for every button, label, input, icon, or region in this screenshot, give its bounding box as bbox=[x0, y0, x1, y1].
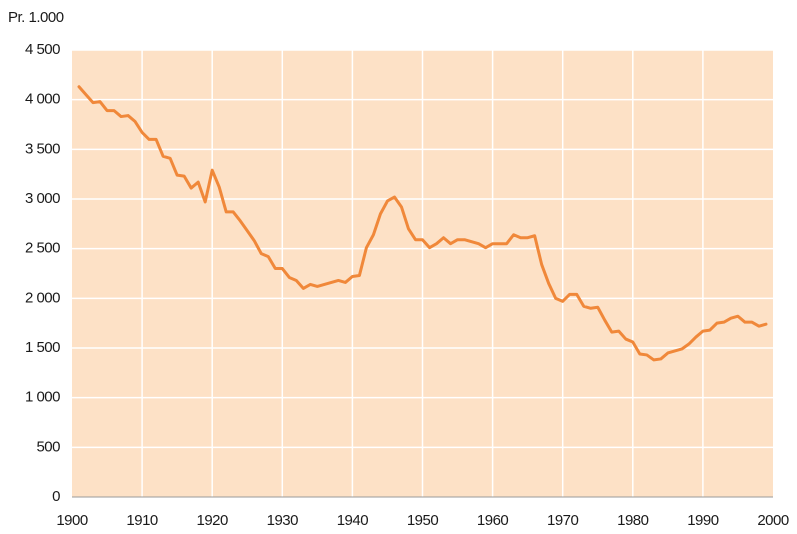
y-tick-label: 4 500 bbox=[25, 41, 60, 58]
x-tick-label: 1900 bbox=[56, 512, 88, 529]
x-tick-label: 1960 bbox=[477, 512, 509, 529]
x-tick-label: 2000 bbox=[757, 512, 789, 529]
x-tick-label: 1930 bbox=[267, 512, 299, 529]
x-tick-label: 1950 bbox=[407, 512, 439, 529]
x-tick-label: 1970 bbox=[547, 512, 579, 529]
x-tick-label: 1990 bbox=[687, 512, 719, 529]
y-tick-label: 3 500 bbox=[25, 140, 60, 157]
x-tick-label: 1980 bbox=[617, 512, 649, 529]
y-tick-label: 4 000 bbox=[25, 91, 60, 108]
y-tick-label: 2 000 bbox=[25, 289, 60, 306]
x-tick-label: 1940 bbox=[337, 512, 369, 529]
y-tick-label: 1 000 bbox=[25, 389, 60, 406]
y-tick-label: 1 500 bbox=[25, 339, 60, 356]
data-line bbox=[77, 85, 768, 362]
y-tick-label: 2 500 bbox=[25, 240, 60, 257]
x-tick-label: 1910 bbox=[126, 512, 158, 529]
y-axis-label: Pr. 1.000 bbox=[8, 9, 64, 26]
x-tick-label: 1920 bbox=[197, 512, 229, 529]
y-tick-label: 3 000 bbox=[25, 190, 60, 207]
y-tick-label: 0 bbox=[52, 488, 60, 505]
y-tick-label: 500 bbox=[36, 438, 60, 455]
